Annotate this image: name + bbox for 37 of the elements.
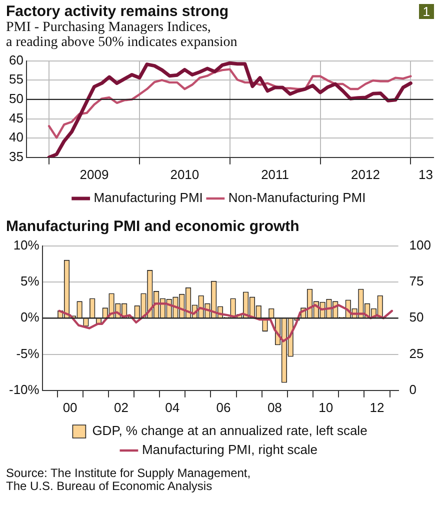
- x-tick-label: 2010: [170, 166, 200, 182]
- x-tick-label: 02: [114, 400, 128, 415]
- x-tick-label: 08: [267, 400, 282, 415]
- x-tick-label: 13: [418, 166, 433, 182]
- text: 1: [418, 4, 434, 19]
- y2-tick-label: 25: [409, 346, 424, 361]
- x-tick-label: 00: [62, 400, 78, 415]
- x-tick-label: 2011: [261, 166, 290, 182]
- y-tick-label: 45: [8, 110, 24, 126]
- y2-tick-label: 0: [409, 382, 417, 397]
- chart-subtitle: PMI - Purchasing Managers Indices, a reading above 50% indicates expansion: [6, 20, 238, 50]
- legend-label: Manufacturing PMI, right scale: [142, 442, 318, 458]
- source-note: Source: The Institute for Supply Management, The U.S. Bureau of Economic Analysis: [6, 466, 252, 493]
- legend-label: GDP, % change at an annualized rate, left scale: [92, 423, 368, 438]
- legend-label: Manufacturing PMI: [94, 190, 203, 206]
- legend-label: Non-Manufacturing PMI: [228, 190, 366, 206]
- y-tick-label: 40: [8, 130, 24, 145]
- chart-title: Factory activity remains strong: [6, 3, 229, 20]
- x-tick-label: 04: [165, 400, 180, 415]
- y-tick-label: -5%: [16, 346, 40, 361]
- x-tick-label: 2012: [351, 166, 380, 182]
- y-tick-label: 0%: [20, 310, 40, 325]
- y2-tick-label: 75: [409, 274, 424, 289]
- y-tick-label: 50: [8, 91, 24, 106]
- x-tick-label: 12: [370, 400, 384, 415]
- x-tick-label: 10: [318, 400, 334, 415]
- y2-tick-label: 100: [409, 237, 432, 252]
- y-tick-label: 35: [8, 148, 24, 164]
- y-tick-label: 55: [8, 72, 24, 87]
- x-tick-label: 06: [216, 400, 231, 415]
- y-tick-label: -10%: [8, 382, 40, 397]
- chart-title: Manufacturing PMI and economic growth: [6, 217, 300, 235]
- y-tick-label: 10%: [13, 237, 40, 252]
- x-tick-label: 2009: [80, 166, 109, 182]
- y2-tick-label: 50: [409, 310, 424, 325]
- y-tick-label: 5%: [20, 274, 40, 289]
- y-tick-label: 60: [8, 52, 24, 68]
